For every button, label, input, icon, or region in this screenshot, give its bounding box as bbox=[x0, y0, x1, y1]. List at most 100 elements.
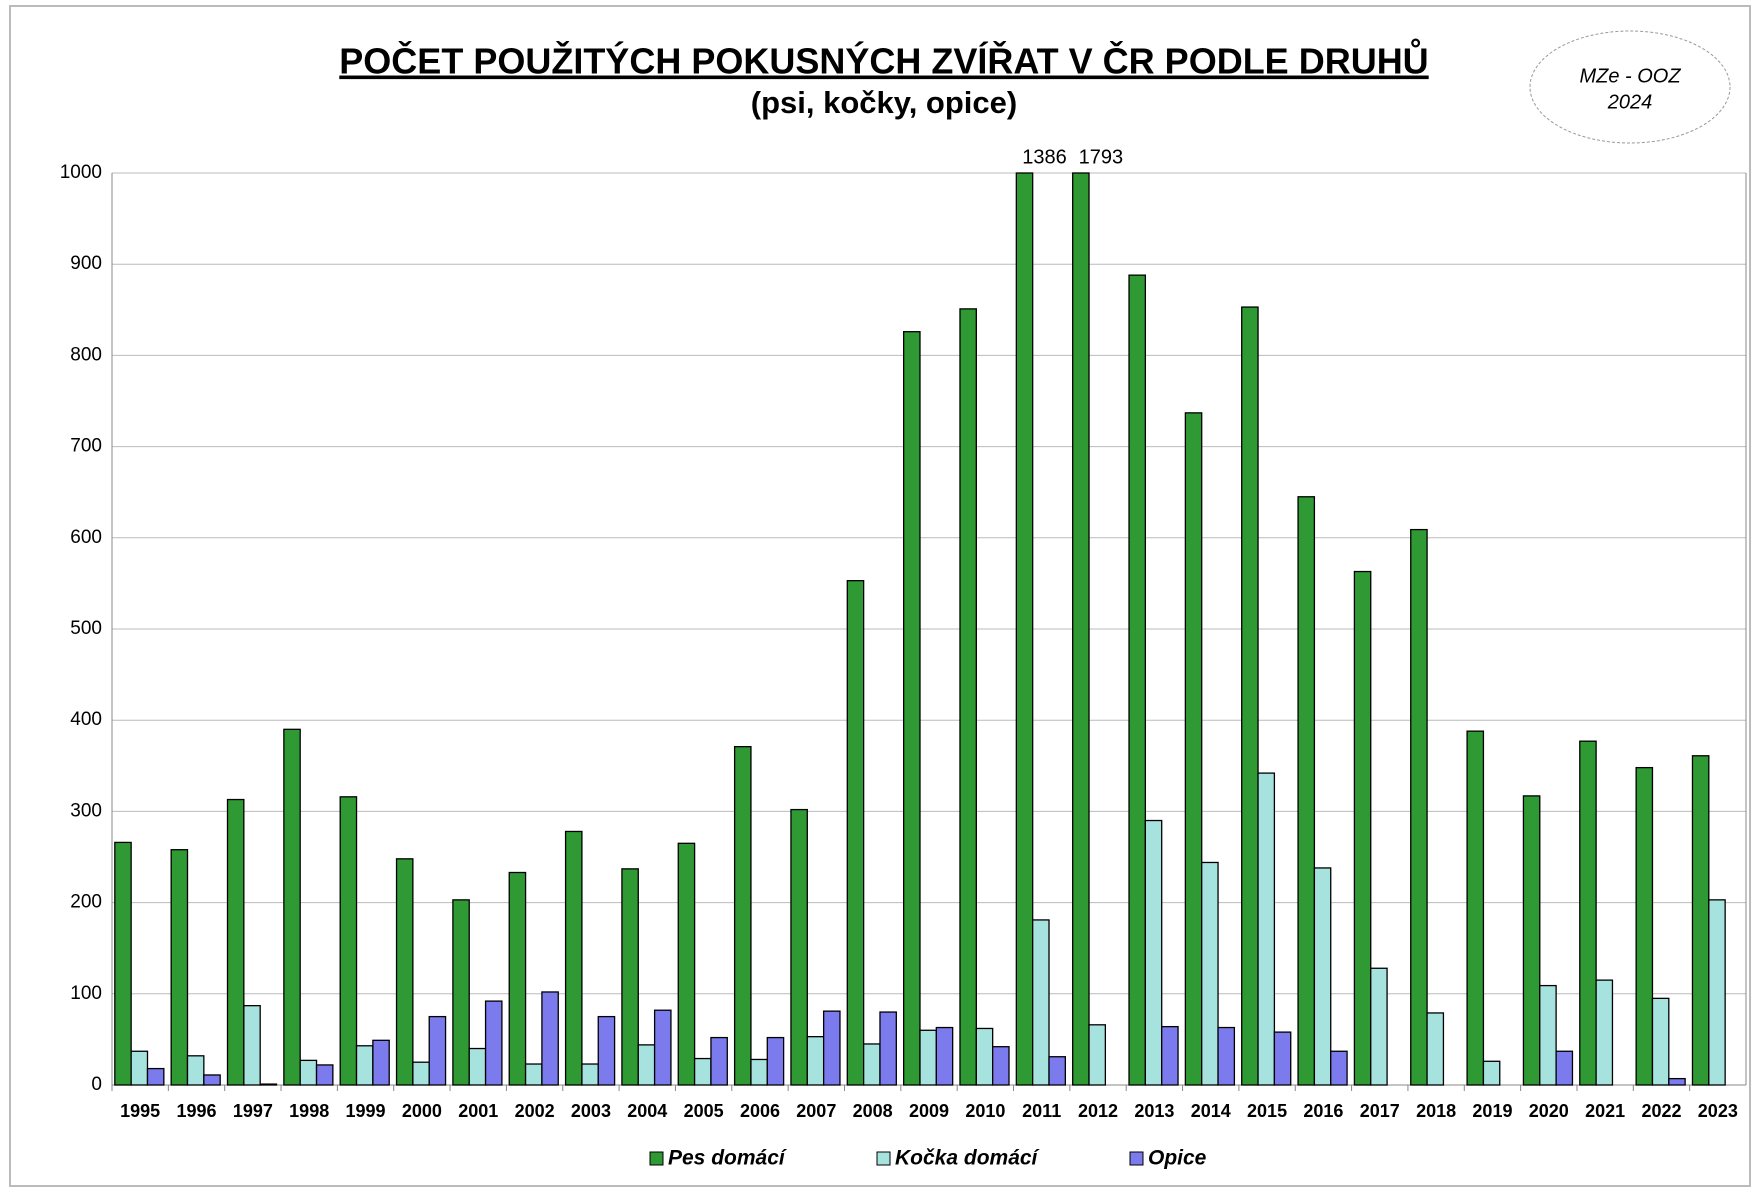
legend-swatch bbox=[649, 1151, 664, 1166]
bar bbox=[1555, 1050, 1574, 1086]
bar bbox=[541, 991, 559, 1086]
bar bbox=[1330, 1050, 1348, 1086]
x-tick-label: 1995 bbox=[120, 1101, 160, 1121]
bar bbox=[879, 1011, 897, 1086]
y-tick-label: 500 bbox=[70, 618, 102, 639]
y-tick-label: 900 bbox=[70, 253, 102, 274]
bar bbox=[902, 331, 921, 1086]
bar bbox=[1370, 967, 1388, 1086]
bar bbox=[1297, 496, 1316, 1086]
bar bbox=[524, 1063, 543, 1086]
y-tick-label: 600 bbox=[70, 527, 102, 548]
bar bbox=[315, 1064, 334, 1086]
bar bbox=[710, 1036, 728, 1086]
x-tick-label: 2002 bbox=[515, 1101, 555, 1121]
data-label: 1793 bbox=[1079, 146, 1124, 168]
x-tick-label: 2003 bbox=[571, 1101, 611, 1121]
legend-label: Pes domácí bbox=[668, 1147, 788, 1170]
bar bbox=[677, 842, 696, 1086]
bar bbox=[339, 796, 358, 1086]
legend-swatch bbox=[876, 1151, 891, 1166]
bar bbox=[822, 1010, 841, 1086]
bar bbox=[355, 1045, 374, 1086]
bar bbox=[508, 871, 527, 1086]
legend-label: Kočka domácí bbox=[895, 1147, 1041, 1170]
x-tick-label: 2007 bbox=[796, 1101, 836, 1121]
bar bbox=[1410, 528, 1428, 1086]
bar bbox=[243, 1005, 261, 1086]
bar bbox=[395, 858, 414, 1086]
bar bbox=[1522, 795, 1541, 1086]
x-tick-label: 2004 bbox=[627, 1101, 667, 1121]
x-tick-label: 2001 bbox=[458, 1101, 498, 1121]
bar bbox=[766, 1036, 785, 1086]
bar bbox=[1201, 861, 1219, 1086]
y-tick-label: 400 bbox=[70, 709, 102, 730]
bar bbox=[186, 1055, 205, 1086]
bar bbox=[412, 1061, 430, 1086]
bar bbox=[1273, 1031, 1292, 1086]
y-tick-label: 0 bbox=[91, 1074, 102, 1095]
bar bbox=[1048, 1056, 1067, 1086]
bar bbox=[597, 1015, 616, 1086]
bar bbox=[130, 1050, 149, 1086]
stamp bbox=[1529, 30, 1731, 144]
bar bbox=[992, 1046, 1010, 1086]
bar bbox=[372, 1039, 390, 1086]
bar bbox=[299, 1059, 318, 1086]
bar bbox=[975, 1027, 994, 1086]
bar bbox=[750, 1058, 768, 1086]
bar bbox=[1015, 172, 1034, 1086]
y-tick-label: 100 bbox=[70, 983, 102, 1004]
bar bbox=[919, 1029, 937, 1086]
bar bbox=[428, 1015, 447, 1086]
bar bbox=[564, 830, 583, 1086]
x-tick-label: 2021 bbox=[1585, 1101, 1625, 1121]
bar bbox=[1708, 899, 1726, 1086]
x-tick-label: 2010 bbox=[965, 1101, 1005, 1121]
bar bbox=[1668, 1077, 1686, 1086]
legend-label: Opice bbox=[1148, 1147, 1207, 1170]
x-tick-label: 2017 bbox=[1360, 1101, 1400, 1121]
y-tick-label: 800 bbox=[70, 344, 102, 365]
x-tick-label: 2009 bbox=[909, 1101, 949, 1121]
bar bbox=[170, 849, 189, 1086]
x-tick-label: 2016 bbox=[1303, 1101, 1343, 1121]
y-tick-label: 700 bbox=[70, 436, 102, 457]
data-label: 1386 bbox=[1022, 146, 1067, 168]
bar bbox=[114, 841, 132, 1086]
bar bbox=[1072, 172, 1090, 1086]
bar bbox=[1482, 1060, 1501, 1086]
bar bbox=[1088, 1024, 1107, 1086]
bar bbox=[1635, 766, 1654, 1086]
x-tick-label: 1998 bbox=[289, 1101, 329, 1121]
bar bbox=[226, 798, 245, 1086]
bar bbox=[484, 1000, 503, 1086]
bar bbox=[1313, 867, 1332, 1086]
bar bbox=[259, 1083, 278, 1086]
bar bbox=[452, 899, 470, 1086]
bar bbox=[468, 1047, 487, 1086]
bar bbox=[1032, 919, 1050, 1086]
chart-subtitle: (psi, kočky, opice) bbox=[751, 85, 1017, 120]
bar bbox=[1595, 979, 1614, 1086]
bar bbox=[935, 1026, 954, 1086]
y-tick-label: 200 bbox=[70, 892, 102, 913]
x-tick-label: 2023 bbox=[1698, 1101, 1738, 1121]
bar bbox=[1466, 730, 1485, 1086]
x-tick-label: 2000 bbox=[402, 1101, 442, 1121]
bar bbox=[693, 1057, 712, 1086]
x-tick-label: 2015 bbox=[1247, 1101, 1287, 1121]
chart-title: POČET POUŽITÝCH POKUSNÝCH ZVÍŘAT V ČR PO… bbox=[339, 37, 1428, 82]
x-tick-label: 2006 bbox=[740, 1101, 780, 1121]
x-tick-label: 2018 bbox=[1416, 1101, 1456, 1121]
y-tick-label: 1000 bbox=[60, 162, 102, 183]
bar bbox=[203, 1074, 221, 1086]
bar bbox=[146, 1067, 165, 1086]
y-tick-label: 300 bbox=[70, 800, 102, 821]
bar bbox=[653, 1009, 672, 1086]
x-tick-label: 2012 bbox=[1078, 1101, 1118, 1121]
bar bbox=[846, 580, 865, 1086]
x-tick-label: 2013 bbox=[1134, 1101, 1174, 1121]
